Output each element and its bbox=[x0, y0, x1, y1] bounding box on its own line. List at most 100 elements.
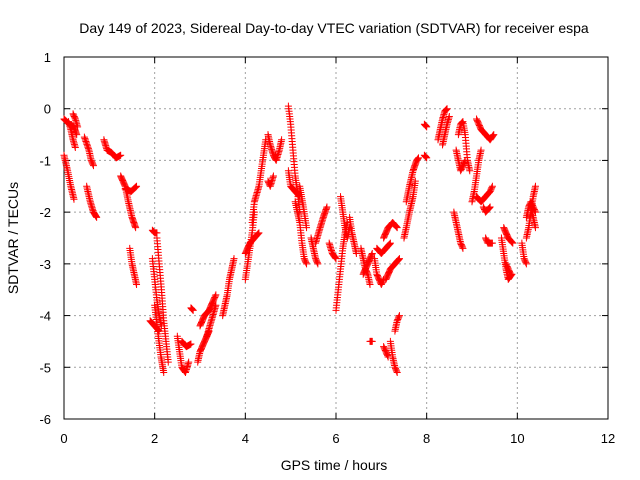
y-tick-label: -4 bbox=[39, 309, 51, 324]
x-tick-label: 4 bbox=[242, 431, 249, 446]
data-point bbox=[368, 337, 376, 345]
y-tick-label: -2 bbox=[39, 205, 51, 220]
data-point bbox=[384, 352, 392, 360]
data-point bbox=[489, 132, 497, 140]
data-point bbox=[413, 156, 421, 164]
data-point bbox=[132, 183, 140, 191]
data-point bbox=[422, 122, 430, 130]
y-axis-title: SDTVAR / TECUs bbox=[5, 182, 21, 294]
data-point bbox=[522, 260, 530, 268]
data-point bbox=[189, 306, 197, 314]
data-point bbox=[230, 255, 238, 263]
data-point bbox=[82, 139, 90, 147]
data-point bbox=[422, 153, 430, 161]
data-point bbox=[485, 204, 493, 212]
data-point bbox=[189, 306, 197, 314]
data-point bbox=[133, 281, 141, 289]
data-point bbox=[459, 244, 467, 252]
x-axis-title: GPS time / hours bbox=[281, 457, 388, 473]
grid-lines bbox=[64, 57, 608, 419]
y-tick-label: -3 bbox=[39, 257, 51, 272]
data-point bbox=[160, 368, 168, 376]
y-tick-label: 0 bbox=[44, 102, 51, 117]
data-point bbox=[386, 240, 394, 248]
data-point bbox=[155, 327, 163, 335]
data-point bbox=[303, 224, 311, 232]
data-point bbox=[386, 239, 394, 247]
data-point bbox=[531, 224, 539, 232]
data-point bbox=[255, 229, 263, 237]
data-point bbox=[302, 259, 310, 267]
data-point bbox=[74, 123, 82, 131]
data-point bbox=[458, 118, 466, 126]
data-point bbox=[84, 145, 92, 153]
data-point bbox=[132, 224, 140, 232]
data-point bbox=[509, 239, 517, 247]
data-point bbox=[368, 251, 376, 259]
data-point bbox=[458, 243, 466, 251]
data-point bbox=[414, 155, 422, 163]
data-point bbox=[83, 140, 91, 148]
data-point bbox=[313, 259, 321, 267]
data-point bbox=[92, 212, 100, 220]
data-point bbox=[164, 358, 172, 366]
data-point bbox=[393, 223, 401, 231]
data-point bbox=[394, 256, 402, 264]
y-tick-label: 1 bbox=[44, 50, 51, 65]
data-point bbox=[368, 250, 376, 258]
data-point bbox=[466, 167, 474, 175]
data-point bbox=[133, 182, 141, 190]
data-point bbox=[154, 326, 162, 334]
data-point bbox=[443, 105, 450, 113]
data-point bbox=[81, 136, 89, 144]
x-tick-label: 12 bbox=[601, 431, 615, 446]
data-point bbox=[188, 304, 195, 312]
data-point bbox=[421, 121, 429, 129]
chart-title: Day 149 of 2023, Sidereal Day-to-day VTE… bbox=[79, 20, 589, 36]
data-point bbox=[477, 146, 485, 154]
data-point bbox=[82, 137, 90, 145]
data-point bbox=[212, 291, 220, 299]
data-points bbox=[60, 102, 539, 376]
data-point bbox=[254, 230, 262, 238]
data-point bbox=[422, 153, 430, 161]
data-point bbox=[423, 154, 431, 162]
data-point bbox=[415, 154, 423, 162]
x-tick-label: 8 bbox=[423, 431, 430, 446]
data-point bbox=[93, 213, 101, 221]
data-point bbox=[445, 112, 453, 120]
data-point bbox=[486, 203, 494, 211]
data-point bbox=[117, 151, 125, 159]
data-point bbox=[393, 368, 401, 376]
x-tick-label: 0 bbox=[60, 431, 67, 446]
data-point bbox=[508, 238, 516, 246]
data-point bbox=[422, 122, 430, 130]
data-point bbox=[331, 253, 339, 261]
y-tick-label: -5 bbox=[39, 360, 51, 375]
data-point bbox=[488, 184, 496, 192]
data-point bbox=[488, 182, 496, 190]
data-point bbox=[531, 182, 539, 190]
data-point bbox=[84, 143, 92, 151]
x-tick-label: 10 bbox=[510, 431, 524, 446]
data-point bbox=[323, 203, 331, 211]
data-point bbox=[71, 144, 79, 151]
data-point bbox=[89, 162, 97, 170]
data-point bbox=[421, 152, 429, 160]
data-point bbox=[211, 292, 219, 300]
data-point bbox=[331, 254, 339, 262]
data-point bbox=[395, 313, 403, 321]
data-point bbox=[92, 212, 100, 220]
data-point bbox=[393, 367, 401, 375]
data-point bbox=[385, 240, 393, 248]
data-point bbox=[155, 326, 163, 334]
data-point bbox=[89, 160, 97, 168]
data-point bbox=[490, 131, 498, 139]
data-point bbox=[71, 114, 79, 122]
data-point bbox=[442, 106, 450, 114]
data-point bbox=[522, 259, 530, 267]
data-point bbox=[212, 301, 220, 309]
data-point bbox=[393, 224, 401, 232]
data-point bbox=[81, 135, 89, 143]
